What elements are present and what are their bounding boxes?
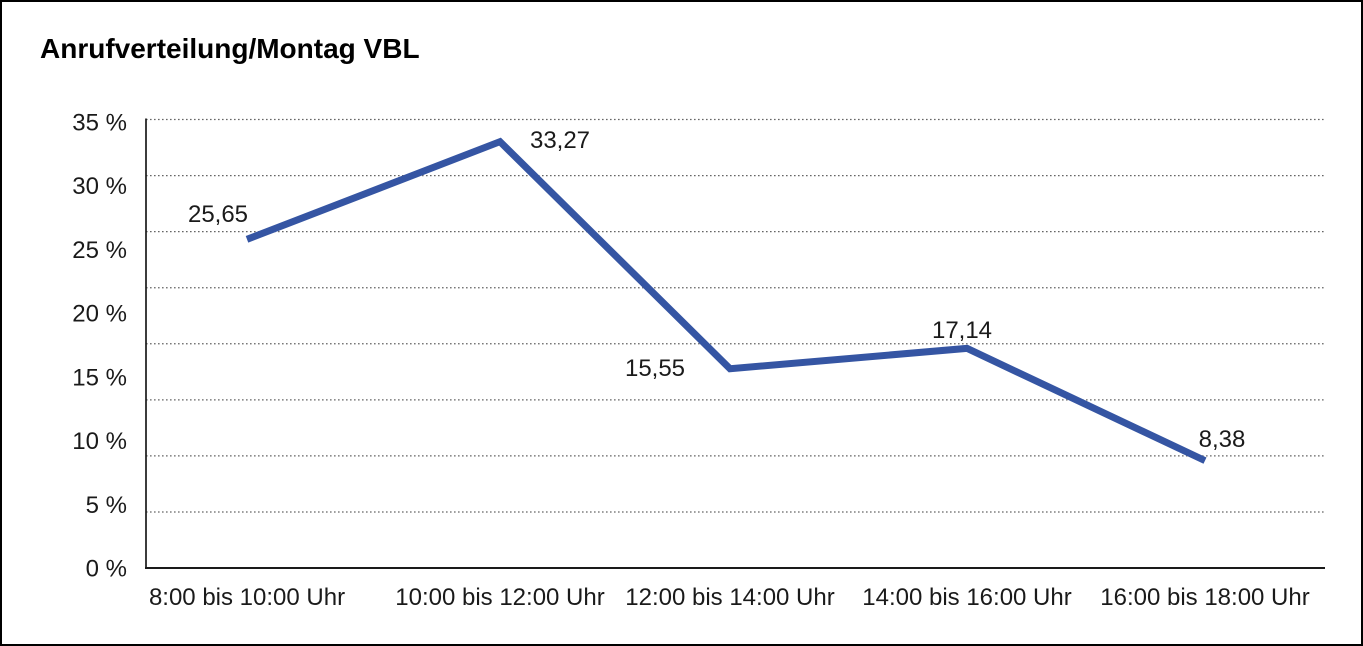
y-tick-label: 20 % — [72, 301, 127, 328]
x-tick-label: 8:00 bis 10:00 Uhr — [149, 584, 345, 611]
x-tick-label: 12:00 bis 14:00 Uhr — [625, 584, 834, 611]
y-tick-label: 15 % — [72, 364, 127, 391]
y-tick-label: 0 % — [86, 556, 127, 583]
data-point-label: 33,27 — [530, 127, 590, 154]
x-tick-label: 10:00 bis 12:00 Uhr — [395, 584, 604, 611]
x-tick-label: 14:00 bis 16:00 Uhr — [862, 584, 1071, 611]
y-tick-label: 10 % — [72, 428, 127, 455]
data-point-label: 17,14 — [932, 317, 992, 344]
data-line — [245, 137, 1207, 464]
chart-title: Anrufverteilung/Montag VBL — [40, 33, 420, 64]
x-tick-label: 16:00 bis 18:00 Uhr — [1100, 584, 1309, 611]
y-tick-label: 25 % — [72, 237, 127, 264]
data-point-label: 15,55 — [625, 355, 685, 382]
data-point-label: 25,65 — [188, 201, 248, 228]
data-point-label: 8,38 — [1199, 426, 1246, 453]
y-tick-label: 30 % — [72, 173, 127, 200]
y-tick-label: 35 % — [72, 110, 127, 137]
y-tick-label: 5 % — [86, 492, 127, 519]
